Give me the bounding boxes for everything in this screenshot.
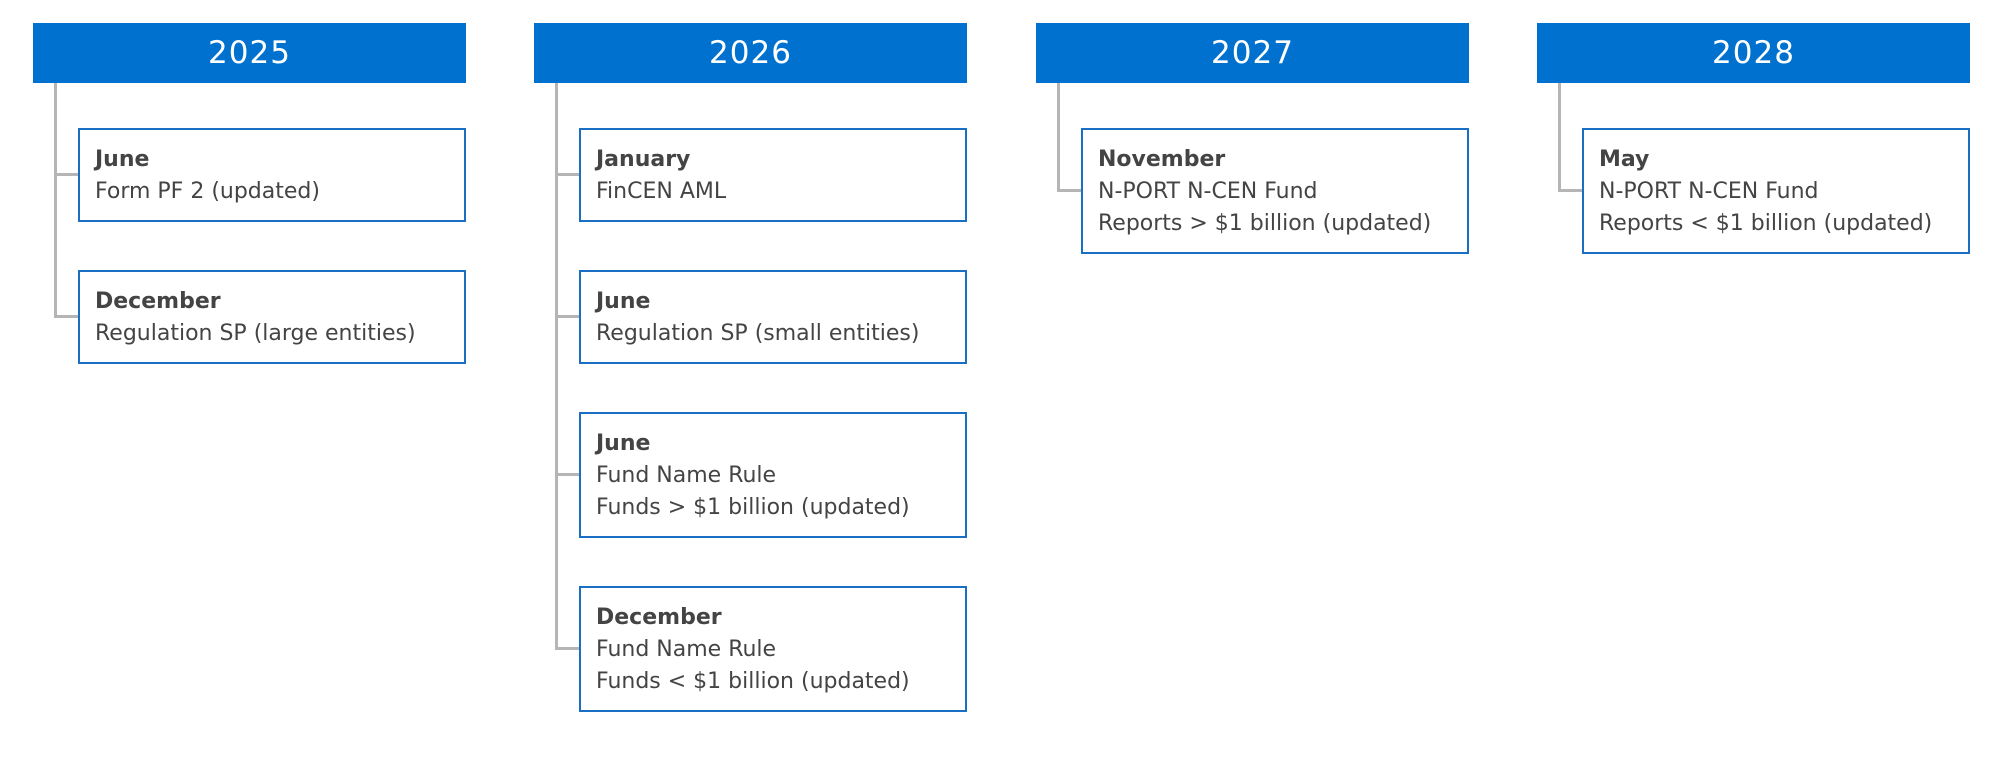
year-header: 2027 [1036,23,1469,83]
year-header: 2026 [534,23,967,83]
event-card: January FinCEN AML [555,128,967,222]
event-card: November N-PORT N-CEN Fund Reports > $1 bi… [1057,128,1469,254]
event-text: Funds < $1 billion (updated) [596,669,910,694]
connector-line [1558,83,1561,191]
event-month: November [1098,147,1226,172]
year-column: 2026 January FinCEN AML June Regulation SP (… [534,23,967,712]
event-month: June [596,289,651,314]
event-text: Form PF 2 (updated) [95,179,320,204]
event-text: Reports < $1 billion (updated) [1599,211,1933,236]
connector-line [54,83,57,317]
connector-tick [54,173,78,176]
connector-tick [555,647,579,650]
event-card: June Regulation SP (small entities) [555,270,967,364]
connector-tick [555,173,579,176]
event-text: Reports > $1 billion (updated) [1098,211,1432,236]
event-list: November N-PORT N-CEN Fund Reports > $1 bi… [1057,128,1469,254]
event-card: December Fund Name Rule Funds < $1 billion… [555,586,967,712]
event-list: May N-PORT N-CEN Fund Reports < $1 billion… [1558,128,1970,254]
event-list: June Form PF 2 (updated) December Regulatio… [54,128,466,364]
event-text: Regulation SP (small entities) [596,321,920,346]
event-month: June [596,431,651,456]
event-list: January FinCEN AML June Regulation SP (smal… [555,128,967,712]
connector-line [555,83,558,649]
event-month: June [95,147,150,172]
year-column: 2027 November N-PORT N-CEN Fund Reports > $… [1036,23,1469,254]
connector-tick [1558,189,1582,192]
connector-tick [555,473,579,476]
event-text: FinCEN AML [596,179,727,204]
event-month: January [596,147,691,172]
event-text: Fund Name Rule [596,637,777,662]
event-card: May N-PORT N-CEN Fund Reports < $1 billion… [1558,128,1970,254]
event-card: June Form PF 2 (updated) [54,128,466,222]
connector-tick [54,315,78,318]
year-column: 2025 June Form PF 2 (updated) December Regul… [33,23,466,364]
event-text: N-PORT N-CEN Fund [1599,179,1819,204]
event-month: May [1599,147,1650,172]
event-month: December [95,289,221,314]
event-card: December Regulation SP (large entities) [54,270,466,364]
event-text: Regulation SP (large entities) [95,321,416,346]
connector-line [1057,83,1060,191]
event-text: Fund Name Rule [596,463,777,488]
year-header: 2028 [1537,23,1970,83]
event-card: June Fund Name Rule Funds > $1 billion (up… [555,412,967,538]
connector-tick [555,315,579,318]
year-column: 2028 May N-PORT N-CEN Fund Reports < $1 bil… [1537,23,1970,254]
event-month: December [596,605,722,630]
year-header: 2025 [33,23,466,83]
connector-tick [1057,189,1081,192]
event-text: N-PORT N-CEN Fund [1098,179,1318,204]
event-text: Funds > $1 billion (updated) [596,495,910,520]
